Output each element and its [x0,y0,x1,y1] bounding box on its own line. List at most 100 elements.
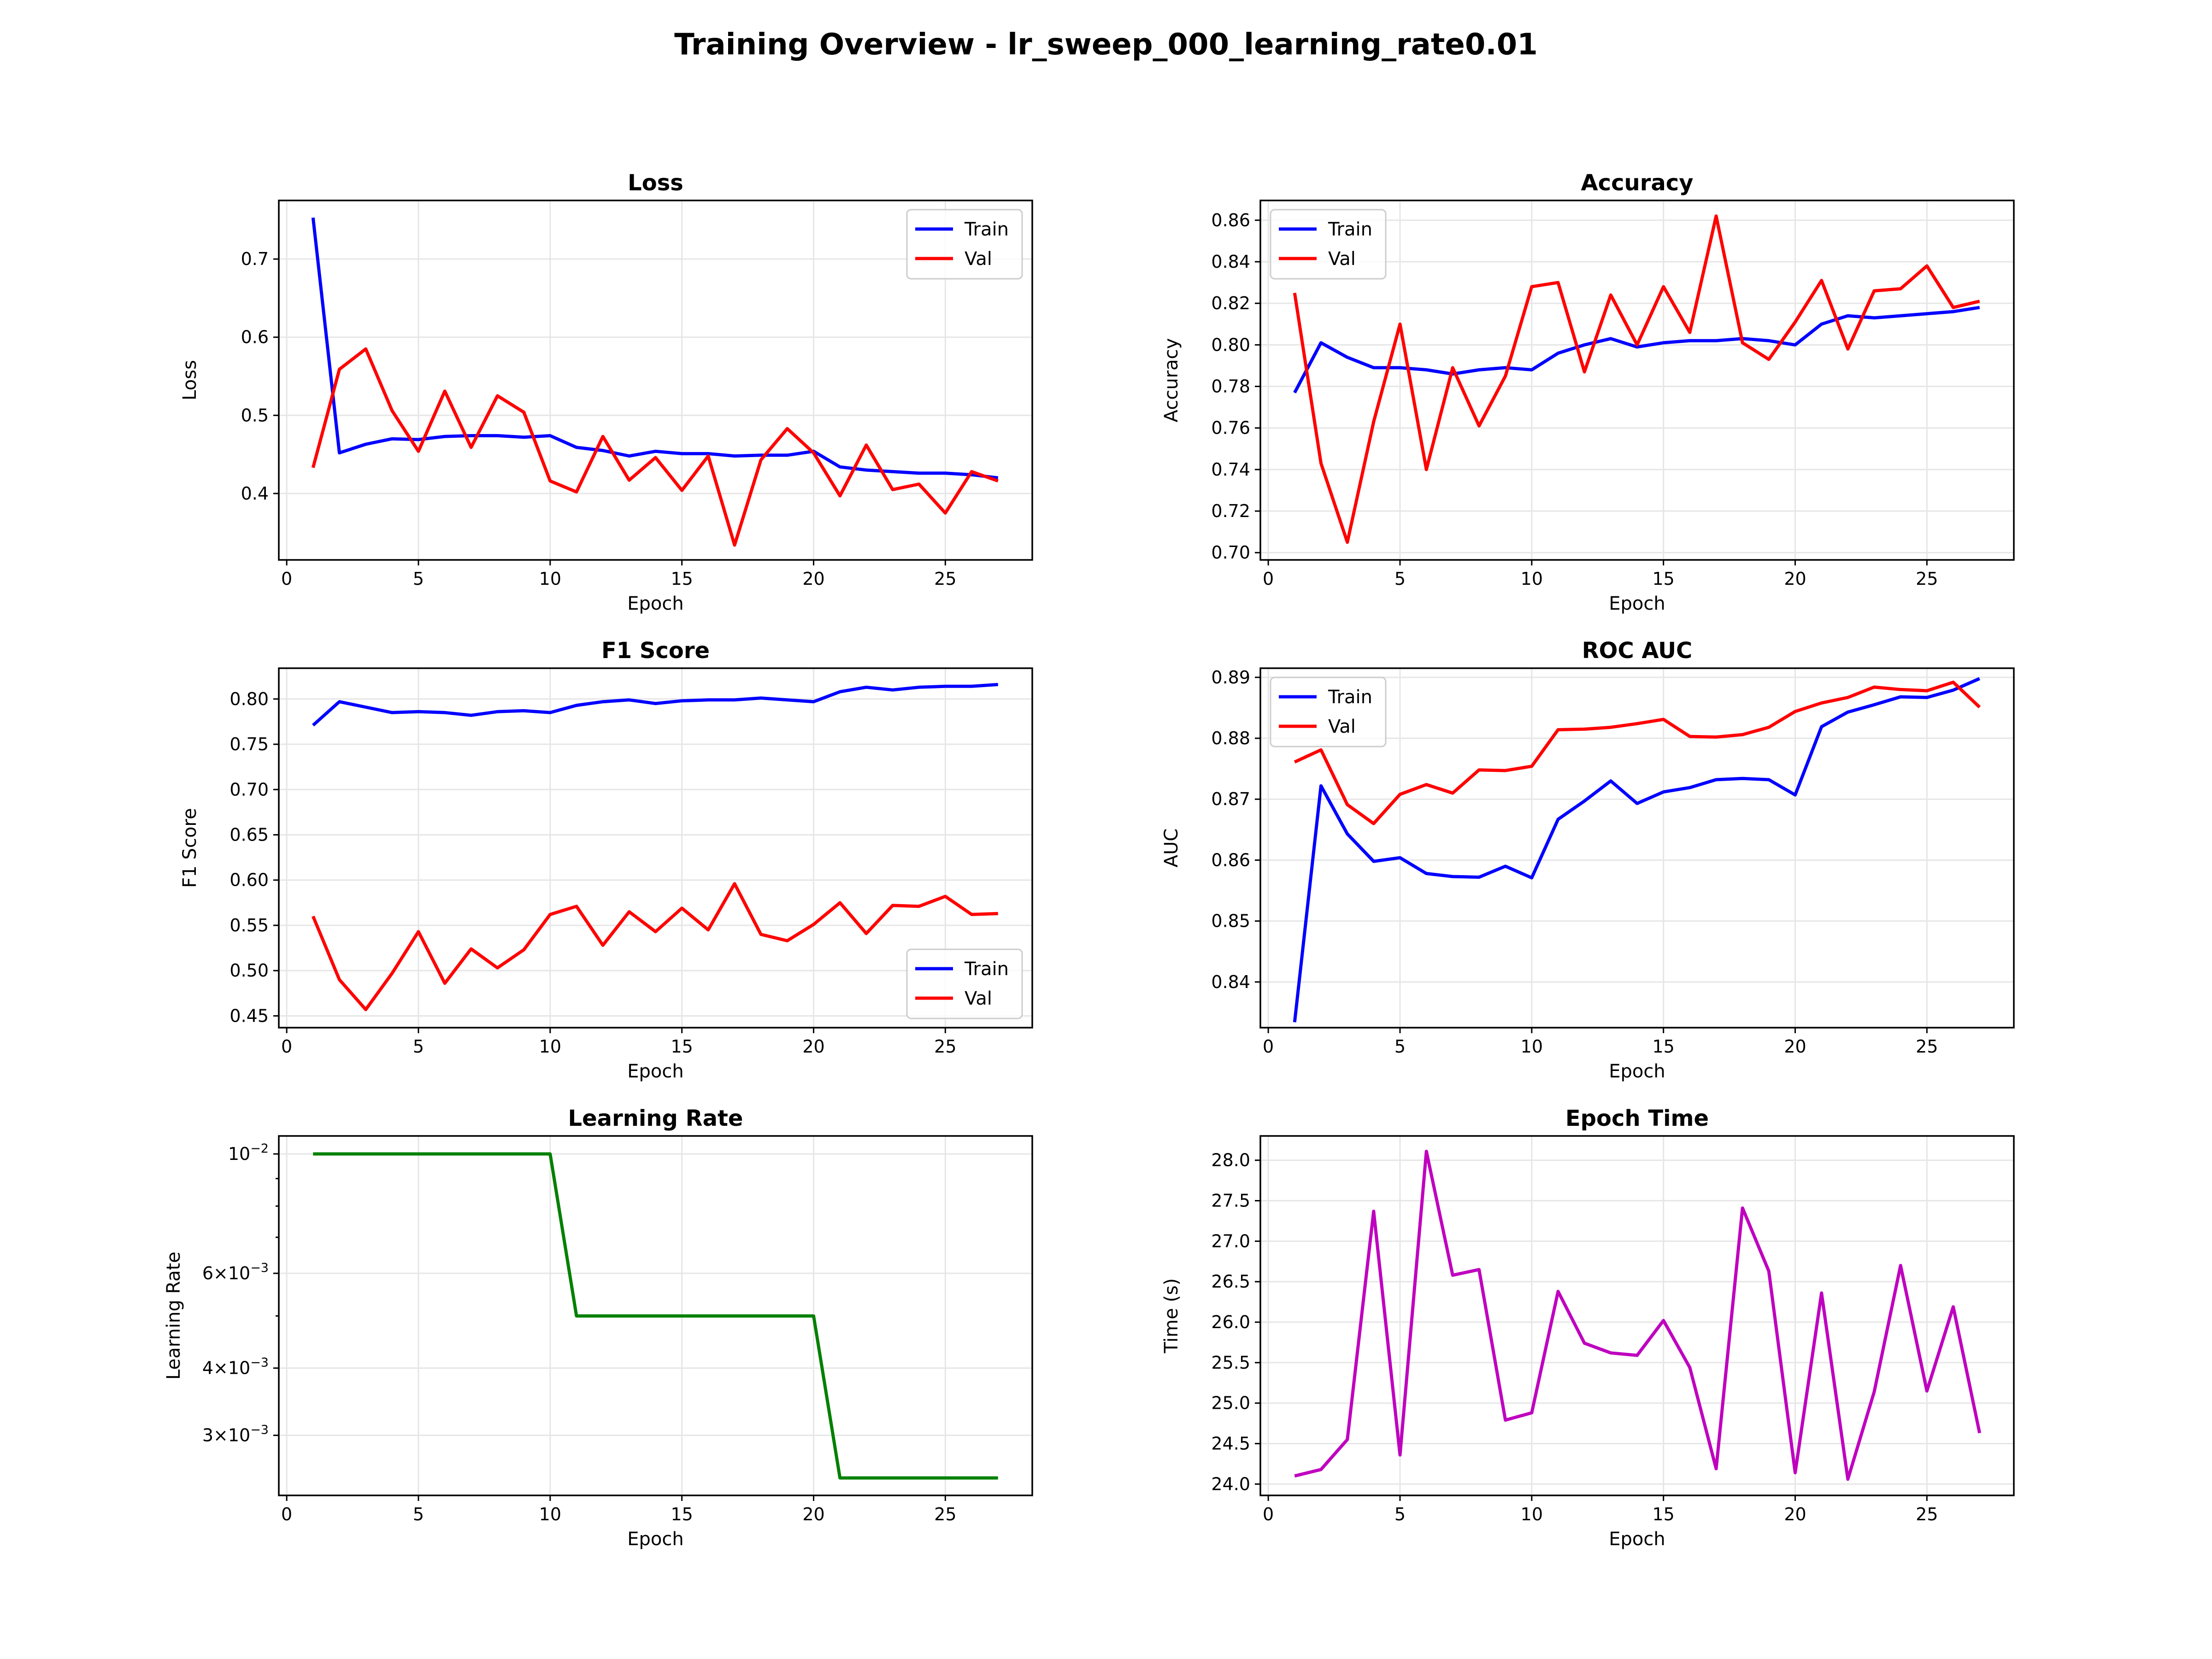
x-axis-ticks: 0 5 10 15 20 25 [281,1495,957,1524]
subplot-roc-auc: 0 5 10 15 20 25 0.84 0.85 0.86 0.87 0.88 0.89 ROC AU… [1161,638,2015,1082]
x-tick-label: 10 [539,1504,561,1524]
x-tick-label: 5 [413,569,424,589]
y-tick-label: 0.75 [229,734,269,754]
y-tick-label: 3×10−3 [202,1423,269,1446]
series-line-train [1293,677,1981,1023]
y-axis-label: Time (s) [1161,1278,1182,1354]
x-tick-label: 10 [1521,569,1543,589]
x-tick-label: 15 [1652,1504,1674,1524]
subplot-title: F1 Score [601,638,710,664]
y-tick-label: 27.5 [1211,1191,1250,1211]
figure-title: Training Overview - lr_sweep_000_learnin… [674,28,1537,62]
series-line-val [1294,680,1981,825]
axes-frame [1259,200,2015,561]
x-axis-ticks: 0 5 10 15 20 25 [281,1028,957,1057]
x-tick-label: 25 [1916,569,1938,589]
x-tick-label: 20 [1784,569,1806,589]
x-tick-label: 15 [1652,569,1674,589]
x-tick-label: 15 [671,1036,693,1057]
series-line-val [312,882,998,1012]
legend-box [906,209,1023,280]
subplot-f1: 0 5 10 15 20 250.450.500.550.600.650.700.750.… [179,638,1033,1082]
y-tick-label: 28.0 [1211,1150,1250,1171]
series-line-train [311,217,999,480]
subplot-title: Learning Rate [568,1106,743,1131]
y-axis-ticks: 0.4 0.5 0.6 0.7 [241,249,279,504]
y-tick-label: 0.86 [1211,850,1250,870]
y-tick-label: 0.87 [1211,789,1250,809]
x-tick-label: 5 [413,1036,424,1057]
y-tick-label: 0.70 [1211,542,1250,563]
x-axis-ticks: 0 5 10 15 20 25 [281,560,957,589]
legend-box [906,948,1023,1019]
x-tick-label: 25 [1916,1504,1938,1524]
axes-frame [278,200,1033,561]
y-tick-label: 0.80 [1211,335,1250,355]
subplot-accuracy: 0 5 10 15 20 250.700.720.740.760.780.800.820.… [1161,170,2015,614]
y-tick-label: 0.74 [1211,459,1250,480]
x-tick-label: 15 [1652,1036,1674,1057]
subplot-title: Epoch Time [1565,1106,1709,1131]
x-axis-label: Epoch [627,1529,683,1550]
y-tick-label: 0.72 [1211,501,1250,521]
gridlines [1260,668,2014,1028]
x-tick-label: 0 [1263,569,1274,589]
y-tick-label: 6×10−3 [202,1261,269,1283]
y-axis-label: AUC [1161,829,1182,868]
x-axis-label: Epoch [627,1061,683,1082]
x-tick-label: 5 [413,1504,424,1524]
x-axis-label: Epoch [1609,1061,1665,1082]
x-tick-label: 15 [671,569,693,589]
series-group [1293,214,1980,544]
x-tick-label: 20 [1784,1036,1806,1057]
x-tick-label: 20 [802,569,824,589]
series-line-val [311,347,999,547]
y-axis-ticks: 24.0 24.5 25.0 25.5 26.0 26.5 27.0 27.5 28.0 [1211,1150,1260,1494]
legend-label-train: Train [1328,219,1372,240]
y-tick-label: 26.5 [1211,1271,1250,1292]
x-axis-ticks: 0 5 10 15 20 25 [1263,560,1938,589]
y-tick-label: 0.80 [229,689,269,709]
subplot-epoch-time: 0 5 10 15 20 25 24.0 24.5 25.0 25.5 26.0 26.5 27.0 27… [1161,1106,2015,1550]
x-tick-label: 20 [802,1036,824,1057]
y-tick-label: 0.4 [241,483,269,504]
y-tick-label: 0.76 [1211,418,1250,438]
y-tick-label: 25.0 [1211,1393,1250,1413]
subplot-title: Loss [628,170,683,196]
series-group [1294,1149,1982,1481]
legend-label-train: Train [964,959,1009,980]
y-tick-label: 0.88 [1211,728,1250,748]
x-tick-label: 10 [539,569,561,589]
y-tick-label: 0.65 [229,825,269,845]
x-tick-label: 25 [934,1504,956,1524]
x-tick-label: 25 [1916,1036,1938,1057]
axes-frame [278,667,1033,1029]
x-axis-ticks: 0 5 10 15 20 25 [1263,1495,1938,1524]
x-tick-label: 25 [934,569,956,589]
y-tick-label: 0.78 [1211,377,1250,397]
series-group [313,1152,998,1480]
x-tick-label: 15 [671,1504,693,1524]
y-tick-label: 0.82 [1211,293,1250,313]
y-axis-ticks: 10−2 6×10−3 4×10−3 3×10−3 [202,1141,279,1446]
y-tick-label: 0.5 [241,405,269,425]
legend-label-val: Val [1328,248,1356,270]
x-tick-label: 20 [802,1504,824,1524]
series-line-val [1293,214,1980,544]
y-tick-label: 0.84 [1211,972,1250,992]
x-tick-label: 10 [539,1036,561,1057]
y-tick-label: 0.7 [241,249,269,269]
legend-label-val: Val [1328,716,1356,737]
legend: Train Val [1270,209,1387,280]
y-tick-label: 0.84 [1211,252,1250,272]
x-tick-label: 25 [934,1036,956,1057]
series-line-train [312,682,998,727]
y-tick-label: 24.5 [1211,1434,1250,1454]
series-group [312,682,998,1012]
legend: Train Val [906,948,1023,1019]
y-tick-label: 0.45 [229,1006,269,1026]
x-tick-label: 5 [1394,1504,1406,1524]
y-tick-label: 26.0 [1211,1312,1250,1332]
y-tick-label: 0.85 [1211,911,1250,931]
